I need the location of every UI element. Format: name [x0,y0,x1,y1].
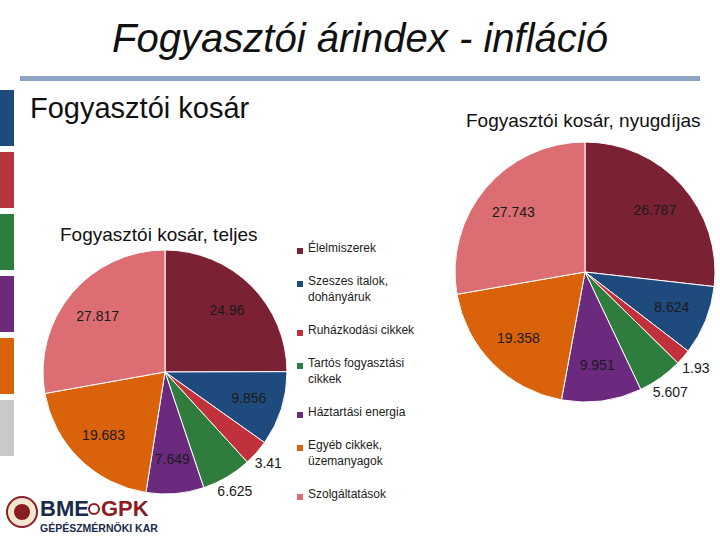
legend-entry: Egyéb cikkek,üzemanyagok [308,438,384,468]
legend-entry: Szeszes italok,dohányáruk [308,274,388,304]
logo-text2: GPK [101,496,149,521]
data-label: 6.625 [217,483,252,499]
legend-swatch [297,494,303,500]
data-label: 26.787 [633,202,676,218]
data-label: 1.93 [682,360,709,376]
data-label: 19.358 [497,330,540,346]
strip-block [0,90,14,146]
logo-sub: GÉPÉSZMÉRNÖKI KAR [40,522,158,534]
data-label: 27.817 [76,308,119,324]
strip-block [0,214,14,270]
legend-entry: Élelmiszerek [308,240,377,255]
slide-subtitle: Fogyasztói kosár [30,92,250,124]
legend: Élelmiszerek Szeszes italok,dohányáruk Ruh… [297,240,415,501]
legend-entry: Ruházkodási cikkek [308,323,415,337]
logo-emblem [7,497,37,527]
chart-title: Fogyasztói kosár, nyugdíjas [466,110,700,131]
pie-chart: Fogyasztói kosár, teljes 24.96 9.856 3.416.… [43,224,415,501]
legend-entry: Tartós fogyasztásicikkek [308,356,404,386]
data-label: 5.607 [653,384,688,400]
chart-title: Fogyasztói kosár, teljes [60,224,257,245]
legend-swatch [297,412,303,418]
data-label: 27.743 [492,204,535,220]
logo-text: BME [40,496,89,521]
pie-slice [43,250,165,393]
data-label: 8.624 [654,299,689,315]
data-label: 9.951 [580,357,615,373]
slices [43,250,287,494]
legend-swatch [297,445,303,451]
pie-slice [455,142,585,294]
slices [455,142,715,402]
legend-swatch [297,248,303,254]
logo: BME GPKGÉPÉSZMÉRNÖKI KAR [7,496,158,534]
data-labels: 26.787 8.624 1.93 5.607 9.951 19.358 27.743 [492,202,710,400]
legend-entry: Háztartási energia [308,405,406,419]
data-label: 24.96 [210,302,245,318]
data-label: 7.649 [155,451,190,467]
legend-swatch [297,281,303,287]
pie-chart: Fogyasztói kosár, nyugdíjas 26.787 8.624 1.… [455,110,715,402]
strip-block [0,400,14,456]
logo-emblem-inner [14,504,30,520]
strip-block [0,338,14,394]
pie-slice [585,142,715,287]
strip-block [0,152,14,208]
pie-slice [165,250,287,372]
strip-block [0,276,14,332]
slide-title: Fogyasztói árindex - infláció [112,16,608,60]
side-strip [0,90,14,456]
data-labels: 24.96 9.856 3.416.625 7.649 19.683 27.817 [76,302,282,499]
data-label: 3.41 [255,455,282,471]
legend-swatch [297,363,303,369]
data-label: 9.856 [231,390,266,406]
title-rule [20,76,700,81]
logo-dot [89,504,99,514]
legend-swatch [297,330,303,336]
slide: Fogyasztói árindex - infláció Fogyasztói … [0,0,720,540]
legend-entry: Szolgáltatások [308,487,387,501]
data-label: 19.683 [82,427,125,443]
